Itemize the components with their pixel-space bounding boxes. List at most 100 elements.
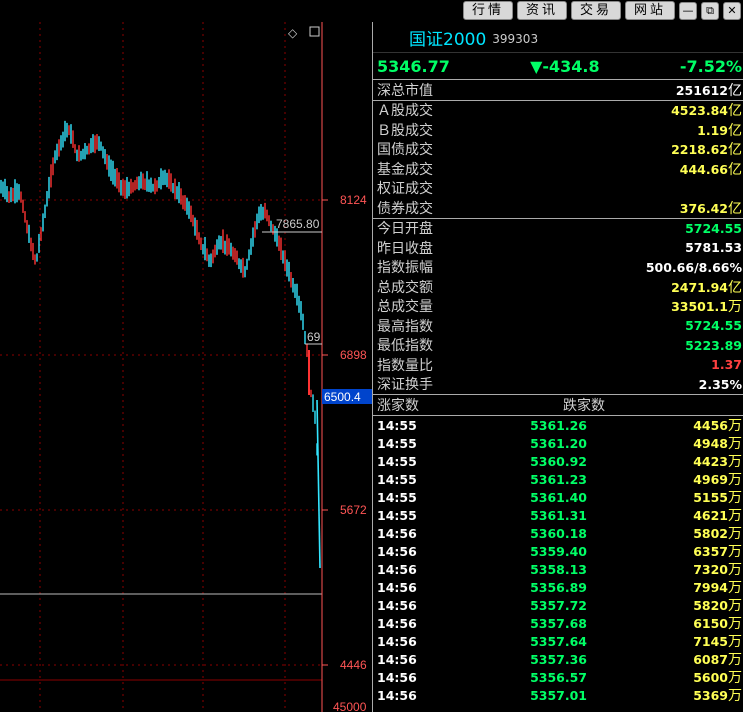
tick-volume: 7320 [693, 562, 728, 577]
tick-row[interactable]: 14:56 5356.57 5600万 [373, 668, 743, 687]
tick-row[interactable]: 14:55 5361.23 4969万 [373, 470, 743, 489]
tick-price: 5361.40 [530, 489, 587, 505]
menu-news-button[interactable]: 资讯 [516, 1, 567, 20]
tick-time: 14:55 [377, 417, 417, 433]
market-value-label: 深总市值 [377, 82, 433, 99]
tick-list[interactable]: 14:55 5361.26 4456万 14:55 5361.20 4948万 14:55 5… [373, 416, 743, 705]
tick-row[interactable]: 14:56 5358.13 7320万 [373, 560, 743, 579]
tick-time: 14:56 [377, 687, 417, 703]
tick-row[interactable]: 14:56 5357.68 6150万 [373, 614, 743, 633]
high-annotation: 7865.80 [276, 217, 320, 231]
tick-row[interactable]: 14:56 5357.36 6087万 [373, 650, 743, 669]
tick-row[interactable]: 14:56 5356.89 7994万 [373, 578, 743, 597]
index-header: 国证2000 399303 [373, 22, 743, 53]
tick-volume: 6150 [693, 616, 728, 631]
turnover-label: 国债成交 [377, 142, 433, 159]
tick-unit: 万 [728, 580, 742, 596]
tick-row[interactable]: 14:56 5357.01 5369万 [373, 686, 743, 705]
menu-web-button[interactable]: 网站 [624, 1, 675, 20]
tick-unit: 万 [728, 526, 742, 542]
tick-time: 14:56 [377, 525, 417, 541]
stat-label: 最低指数 [377, 338, 433, 355]
stat-label: 最高指数 [377, 318, 433, 335]
turnover-value: 444.66 [679, 161, 728, 177]
price-change: ▼-434.8 [530, 56, 600, 76]
y-label: 5672 [340, 503, 367, 517]
turnover-label: 基金成交 [377, 161, 433, 178]
tick-row[interactable]: 14:55 5361.40 5155万 [373, 488, 743, 507]
tick-price: 5361.31 [530, 507, 587, 523]
tick-price: 5358.13 [530, 561, 587, 577]
tick-unit: 万 [728, 670, 742, 686]
turnover-value: 2218.62 [671, 142, 728, 158]
tick-unit: 万 [728, 634, 742, 650]
restore-icon[interactable]: ⧉ [701, 1, 719, 20]
stat-label: 总成交额 [377, 279, 433, 296]
tick-row[interactable]: 14:55 5361.20 4948万 [373, 434, 743, 453]
stat-label: 总成交量 [377, 299, 433, 316]
tick-volume: 6357 [693, 544, 728, 559]
tick-volume: 4948 [693, 436, 728, 451]
chart-canvas[interactable]: 7865.80 69 8124 6898 5672 4446 45000 650… [0, 0, 372, 712]
tick-row[interactable]: 14:56 5360.18 5802万 [373, 524, 743, 543]
tick-row[interactable]: 14:56 5357.72 5820万 [373, 596, 743, 615]
tick-time: 14:56 [377, 561, 417, 577]
turnover-row: 权证成交 [373, 179, 743, 199]
tick-time: 14:56 [377, 633, 417, 649]
turnover-row: 基金成交 444.66亿 [373, 159, 743, 179]
tick-volume: 7994 [693, 580, 728, 595]
candlestick-chart[interactable]: 7865.80 69 8124 6898 5672 4446 45000 650… [0, 0, 372, 712]
tick-unit: 万 [728, 562, 742, 578]
tick-row[interactable]: 14:56 5359.40 6357万 [373, 542, 743, 561]
market-value: 251612 [675, 82, 728, 98]
y-label: 6898 [340, 348, 367, 362]
tick-row[interactable]: 14:55 5361.31 4621万 [373, 506, 743, 525]
turnover-value: 4523.84 [671, 103, 728, 119]
stats-section: 今日开盘 5724.55 昨日收盘 5781.53 指数振幅 500.66/8.66%… [373, 219, 743, 395]
stat-label: 指数量比 [377, 357, 433, 374]
tick-volume: 5155 [693, 490, 728, 505]
tick-price: 5357.68 [530, 615, 587, 631]
tick-price: 5361.20 [530, 435, 587, 451]
tick-time: 14:56 [377, 597, 417, 613]
tick-time: 14:55 [377, 435, 417, 451]
tick-row[interactable]: 14:55 5360.92 4423万 [373, 452, 743, 471]
current-price-box [322, 389, 372, 404]
close-icon[interactable]: ✕ [723, 1, 741, 20]
menu-quotes-button[interactable]: 行情 [462, 1, 513, 20]
diamond-icon[interactable]: ◇ [288, 26, 298, 40]
tick-volume: 5802 [693, 526, 728, 541]
tick-time: 14:56 [377, 579, 417, 595]
tick-time: 14:56 [377, 651, 417, 667]
y-label: 45000 [333, 700, 367, 712]
tick-unit: 万 [728, 508, 742, 524]
low-annotation: 69 [307, 330, 321, 344]
turnover-label: Ｂ股成交 [377, 122, 433, 139]
tick-price: 5361.23 [530, 471, 587, 487]
chart-close-icon[interactable] [309, 26, 320, 37]
stat-unit: 亿 [728, 279, 742, 296]
tick-unit: 万 [728, 616, 742, 632]
tick-price: 5357.72 [530, 597, 587, 613]
stat-row: 总成交额 2471.94亿 [373, 277, 743, 297]
tick-volume: 4423 [693, 454, 728, 469]
tick-unit: 万 [728, 436, 742, 452]
tick-volume: 4621 [693, 508, 728, 523]
stat-row: 深证换手 2.35% [373, 375, 743, 395]
stat-value: 5223.89 [685, 337, 742, 353]
tick-row[interactable]: 14:56 5357.64 7145万 [373, 632, 743, 651]
current-price-label: 6500.4 [324, 390, 361, 404]
minimize-icon[interactable]: — [679, 1, 697, 20]
menu-trade-button[interactable]: 交易 [570, 1, 621, 20]
market-value-row: 深总市值 251612亿 [373, 80, 743, 101]
turnover-unit: 亿 [728, 122, 742, 139]
tick-time: 14:55 [377, 471, 417, 487]
tick-price: 5360.18 [530, 525, 587, 541]
tick-time: 14:55 [377, 453, 417, 469]
tick-row[interactable]: 14:55 5361.26 4456万 [373, 416, 743, 435]
tick-price: 5356.57 [530, 669, 587, 685]
stat-value: 5724.55 [685, 318, 742, 334]
candle-group [0, 120, 321, 569]
top-menu-bar: 行情 资讯 交易 网站 — ⧉ ✕ [462, 0, 743, 21]
tick-volume: 4456 [693, 418, 728, 433]
